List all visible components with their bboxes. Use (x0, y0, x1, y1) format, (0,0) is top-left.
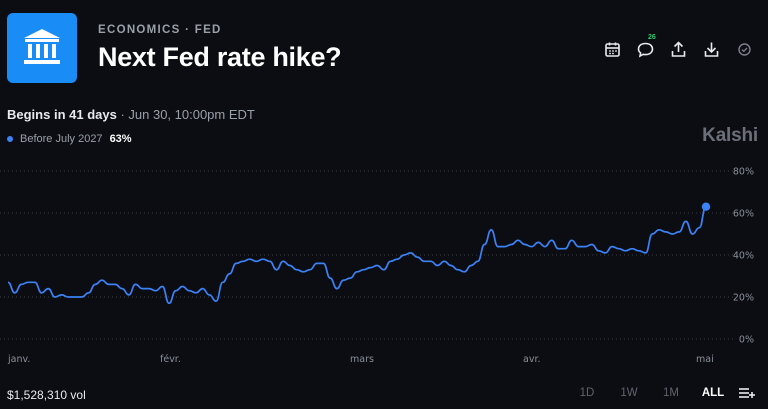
begins-text: Begins in 41 days (7, 107, 117, 122)
check-circle-icon (738, 42, 751, 56)
bank-icon (24, 29, 60, 64)
price-chart[interactable]: 0% 20% 40% 60% 80% janv. févr. mars avr. mai (0, 160, 768, 370)
y-tick-label: 0% (739, 335, 754, 346)
watch-button[interactable] (735, 40, 754, 59)
legend-value: 63% (109, 133, 132, 145)
schedule-separator: · (116, 107, 129, 122)
brand-logo: Kalshi (702, 125, 758, 146)
chart-menu-button[interactable] (738, 386, 756, 400)
market-category[interactable]: ECONOMICS · FED (98, 24, 222, 36)
x-tick-label: janv. (7, 354, 30, 365)
download-button[interactable] (702, 40, 721, 59)
latest-point (701, 202, 711, 211)
toolbar: 26 (603, 34, 754, 60)
schedule-info: Begins in 41 days · Jun 30, 10:00pm EDT (7, 107, 255, 122)
comments-button[interactable]: 26 (636, 34, 656, 59)
y-tick-label: 80% (733, 167, 754, 178)
calendar-icon (605, 42, 620, 57)
share-button[interactable] (669, 40, 688, 59)
volume-text: $1,528,310 vol (7, 388, 86, 402)
list-filter-icon (739, 388, 755, 398)
legend-dot (7, 136, 13, 142)
range-1m-button[interactable]: 1M (663, 387, 679, 399)
y-tick-label: 20% (733, 293, 754, 304)
x-tick-label: févr. (160, 354, 181, 365)
y-tick-label: 60% (733, 209, 754, 220)
y-tick-label: 40% (733, 251, 754, 262)
comment-icon (637, 42, 654, 57)
x-tick-label: avr. (523, 354, 541, 365)
market-title: Next Fed rate hike? (98, 42, 342, 72)
comment-count: 26 (648, 33, 656, 41)
range-1w-button[interactable]: 1W (620, 387, 638, 399)
range-all-button[interactable]: ALL (701, 387, 725, 399)
range-1d-button[interactable]: 1D (579, 387, 595, 399)
chart-legend: Before July 2027 63% (7, 133, 132, 145)
series-line (7, 205, 707, 305)
calendar-button[interactable] (603, 40, 622, 59)
share-icon (671, 40, 686, 57)
x-tick-label: mai (696, 354, 714, 365)
range-selector: 1D 1W 1M ALL (566, 386, 756, 400)
download-icon (704, 42, 719, 57)
market-logo (7, 13, 77, 83)
schedule-date: Jun 30, 10:00pm EDT (128, 107, 255, 122)
legend-label: Before July 2027 (20, 133, 103, 145)
x-tick-label: mars (350, 354, 374, 365)
